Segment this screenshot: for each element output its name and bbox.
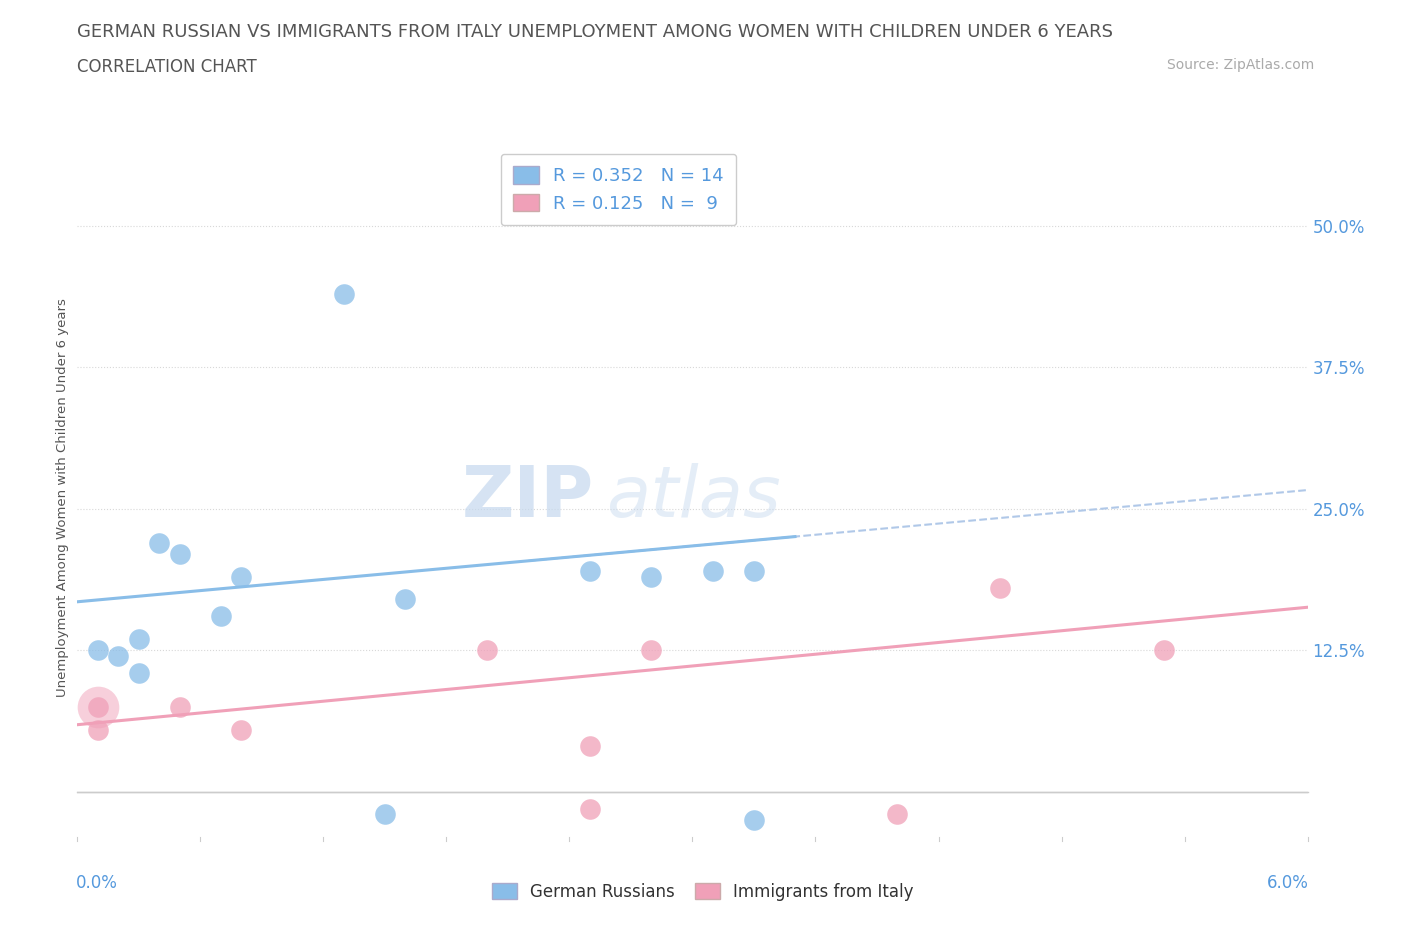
Point — [169, 547, 191, 562]
Text: GERMAN RUSSIAN VS IMMIGRANTS FROM ITALY UNEMPLOYMENT AMONG WOMEN WITH CHILDREN U: GERMAN RUSSIAN VS IMMIGRANTS FROM ITALY … — [77, 23, 1114, 41]
Point — [333, 286, 356, 301]
Point — [209, 609, 232, 624]
Point — [128, 666, 150, 681]
Text: ZIP: ZIP — [461, 463, 595, 532]
Point — [702, 564, 724, 578]
Point — [886, 807, 908, 822]
Y-axis label: Unemployment Among Women with Children Under 6 years: Unemployment Among Women with Children U… — [56, 299, 69, 697]
Point — [988, 580, 1011, 595]
Point — [742, 813, 765, 828]
Text: atlas: atlas — [606, 463, 780, 532]
Text: Source: ZipAtlas.com: Source: ZipAtlas.com — [1167, 58, 1315, 72]
Point — [128, 631, 150, 646]
Point — [231, 722, 253, 737]
Point — [394, 592, 416, 607]
Point — [107, 648, 129, 663]
Point — [169, 699, 191, 714]
Text: 0.0%: 0.0% — [76, 874, 118, 893]
Point — [640, 569, 662, 584]
Point — [87, 699, 110, 714]
Point — [148, 536, 170, 551]
Point — [87, 722, 110, 737]
Text: CORRELATION CHART: CORRELATION CHART — [77, 58, 257, 75]
Point — [374, 807, 396, 822]
Point — [742, 564, 765, 578]
Point — [87, 643, 110, 658]
Point — [579, 802, 602, 817]
Point — [1153, 643, 1175, 658]
Point — [579, 564, 602, 578]
Text: 6.0%: 6.0% — [1267, 874, 1309, 893]
Point — [640, 643, 662, 658]
Point — [579, 739, 602, 754]
Legend: R = 0.352   N = 14, R = 0.125   N =  9: R = 0.352 N = 14, R = 0.125 N = 9 — [501, 153, 737, 225]
Legend: German Russians, Immigrants from Italy: German Russians, Immigrants from Italy — [485, 876, 921, 908]
Point — [231, 569, 253, 584]
Point — [87, 699, 110, 714]
Point — [477, 643, 499, 658]
